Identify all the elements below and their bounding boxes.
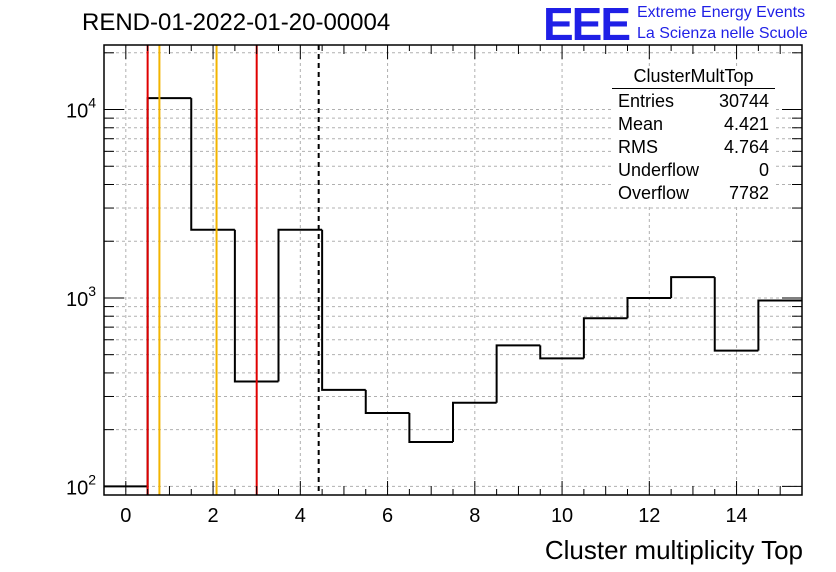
x-tick-label: 6 [382, 505, 393, 527]
marker-lines [146, 45, 320, 495]
chart-title: REND-01-2022-01-20-00004 [82, 9, 391, 36]
stats-label: RMS [618, 137, 658, 157]
stats-row-underflow: Underflow 0 [612, 159, 775, 182]
stats-value: 7782 [728, 183, 769, 203]
histogram-bin [757, 299, 802, 351]
stats-value: 30744 [718, 91, 769, 111]
logo-line-2: La Scienza nelle Scuole [637, 25, 808, 42]
axes: 0 2 4 6 8 10 12 14 102 103 104 [66, 44, 803, 527]
histogram-bin [713, 277, 759, 352]
histogram-bin [626, 296, 672, 319]
stats-row-mean: Mean 4.421 [612, 113, 775, 136]
stats-box: ClusterMultTop Entries 30744 Mean 4.421 RM… [612, 66, 775, 205]
stats-label: Entries [618, 91, 675, 111]
histogram-bin [670, 276, 715, 298]
grid-lines [104, 45, 802, 496]
stats-value: 0 [758, 160, 769, 180]
histogram-bin [582, 317, 628, 359]
histogram-bin [321, 229, 366, 391]
stats-label: Underflow [618, 160, 700, 180]
histogram-bin [364, 389, 410, 415]
stats-value: 4.764 [723, 137, 769, 157]
stats-name: ClusterMultTop [612, 66, 775, 89]
stats-row-entries: Entries 30744 [612, 90, 775, 113]
stats-label: Overflow [618, 183, 690, 203]
histogram-bin [146, 97, 192, 487]
stats-value: 4.421 [723, 114, 769, 134]
x-tick-label: 2 [208, 505, 219, 527]
logo-line-1: Extreme Energy Events [637, 4, 806, 21]
x-tick-label: 4 [295, 505, 306, 527]
y-tick-label: 103 [66, 283, 96, 311]
x-tick-label: 14 [725, 505, 747, 527]
y-tick-label: 102 [66, 471, 96, 499]
histogram-bin [190, 98, 235, 231]
histogram-bin [452, 401, 497, 442]
x-tick-label: 12 [638, 505, 660, 527]
histogram-bin [277, 228, 323, 382]
eee-logo: EEE [543, 0, 631, 50]
stats-row-overflow: Overflow 7782 [612, 182, 775, 205]
x-tick-label: 10 [551, 505, 573, 527]
stats-row-rms: RMS 4.764 [612, 136, 775, 159]
x-tick-label: 8 [469, 505, 480, 527]
histogram-bin [495, 344, 541, 403]
y-tick-label: 104 [66, 95, 96, 123]
x-axis-label: Cluster multiplicity Top [544, 535, 803, 565]
x-tick-label: 0 [120, 505, 131, 527]
histogram-bin [408, 413, 453, 443]
stats-label: Mean [618, 114, 664, 134]
histogram-bin [233, 229, 279, 383]
histogram-bin [539, 345, 584, 360]
